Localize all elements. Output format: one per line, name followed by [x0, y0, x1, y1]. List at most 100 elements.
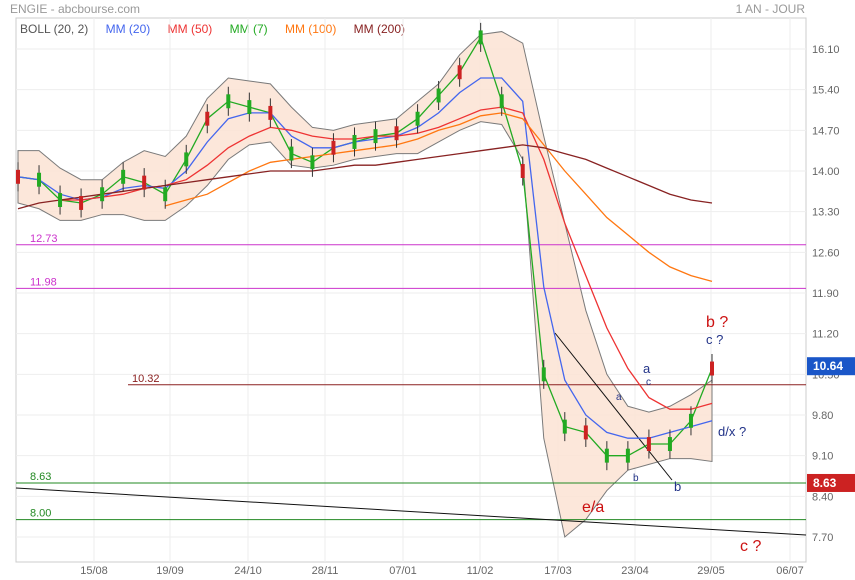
annotation: c	[646, 377, 651, 388]
down-trend-line	[554, 332, 673, 481]
candle-body	[331, 140, 336, 155]
candle-body	[625, 448, 630, 463]
candle-body	[268, 105, 273, 120]
candle-body	[289, 146, 294, 161]
long-trend-line	[15, 487, 807, 536]
x-tick-label: 11/02	[467, 565, 494, 577]
x-tick-label: 17/03	[544, 565, 572, 577]
y-tick-label: 12.60	[812, 247, 840, 259]
x-tick-label: 19/09	[156, 565, 184, 577]
candle-body	[16, 169, 20, 184]
candle-body	[667, 437, 672, 452]
horizontal-lines: 12.73 11.98 10.32 8.63 8.00	[16, 233, 806, 521]
legend-mm200[interactable]: MM (200)	[353, 22, 406, 36]
series-mm20	[17, 77, 713, 439]
legend-mm20[interactable]: MM (20)	[105, 22, 151, 36]
y-tick-label: 9.80	[812, 410, 833, 422]
candle-body	[394, 126, 399, 141]
annotation: b	[674, 479, 681, 494]
series-mm7	[17, 35, 713, 457]
candle-body	[226, 94, 231, 109]
candle-body	[646, 437, 651, 452]
candle-body	[520, 164, 525, 178]
y-tick-label: 11.90	[812, 288, 839, 300]
candle-body	[37, 172, 42, 187]
grid	[15, 17, 807, 563]
candle-body	[541, 367, 546, 382]
annotation: b	[633, 473, 639, 484]
price-marker-10.64	[807, 357, 855, 376]
legend-boll[interactable]: BOLL (20, 2)	[20, 22, 89, 36]
candle-body	[205, 111, 210, 126]
bollinger-band	[17, 31, 713, 538]
y-tick-label: 9.10	[812, 451, 833, 463]
y-tick-label: 14.70	[812, 125, 840, 137]
candle-body	[352, 134, 357, 149]
candle-body	[100, 187, 105, 202]
x-tick-label: 15/08	[80, 565, 108, 577]
hline-label: 12.73	[30, 233, 58, 245]
candle-body	[58, 193, 63, 208]
candle-body	[710, 361, 714, 376]
candle-body	[310, 155, 315, 170]
moving-averages	[16, 22, 714, 471]
annotation: e/a	[582, 499, 604, 516]
hline-label: 10.32	[132, 373, 160, 385]
candle-body	[499, 94, 504, 109]
hline-label: 11.98	[30, 276, 57, 288]
x-tick-label: 28/11	[312, 565, 339, 577]
annotation: c ?	[740, 538, 761, 555]
candle-body	[583, 425, 588, 440]
period-label: 1 AN - JOUR	[735, 2, 805, 16]
candle-body	[79, 195, 84, 210]
price-marker-8.63	[807, 473, 855, 492]
y-tick-label: 16.10	[812, 44, 840, 56]
candle-body	[184, 152, 189, 167]
x-tick-label: 23/04	[621, 565, 649, 577]
price-marker-text: 10.64	[813, 359, 843, 373]
candle-body	[121, 169, 126, 184]
annotation: a	[616, 392, 622, 403]
candle-body	[436, 88, 441, 103]
y-tick-label: 15.40	[812, 85, 840, 97]
candle-body	[142, 175, 147, 190]
candle-body	[562, 419, 567, 434]
candle-body	[415, 111, 420, 126]
price-marker-text: 8.63	[813, 476, 837, 490]
candle-body	[457, 65, 462, 80]
y-tick-label: 7.70	[812, 532, 833, 544]
bollinger-envelope	[17, 31, 713, 538]
legend-mm7[interactable]: MM (7)	[229, 22, 268, 36]
hline-label: 8.63	[30, 471, 51, 483]
legend: BOLL (20, 2) MM (20) MM (50) MM (7) MM (…	[20, 22, 419, 36]
x-tick-label: 29/05	[697, 565, 725, 577]
plot-frame	[15, 17, 807, 563]
candle-body	[163, 187, 168, 202]
y-tick-label: 14.00	[812, 166, 840, 178]
annotation: c ?	[706, 332, 723, 347]
annotation: d/x ?	[718, 424, 746, 439]
candle-body	[478, 30, 483, 45]
chart-title: ENGIE - abcbourse.com	[10, 2, 141, 16]
y-tick-label: 11.20	[812, 329, 839, 341]
series-mm200	[17, 144, 713, 210]
x-tick-label: 06/07	[776, 565, 804, 577]
x-tick-label: 24/10	[234, 565, 262, 577]
candle-body	[373, 129, 378, 144]
candle-body	[688, 413, 693, 428]
legend-mm100[interactable]: MM (100)	[284, 22, 337, 36]
annotation: a	[643, 361, 651, 376]
trend-lines	[15, 332, 807, 536]
legend-mm50[interactable]: MM (50)	[167, 22, 213, 36]
y-tick-label: 8.40	[812, 491, 833, 503]
price-markers: 10.64 8.63	[807, 357, 855, 492]
y-tick-label: 13.30	[812, 207, 840, 219]
candle-body	[247, 100, 252, 115]
annotation: b ?	[706, 314, 728, 331]
candle-body	[604, 448, 609, 463]
hline-label: 8.00	[30, 508, 51, 520]
series-mm100	[165, 112, 713, 283]
x-tick-label: 07/01	[389, 565, 417, 577]
